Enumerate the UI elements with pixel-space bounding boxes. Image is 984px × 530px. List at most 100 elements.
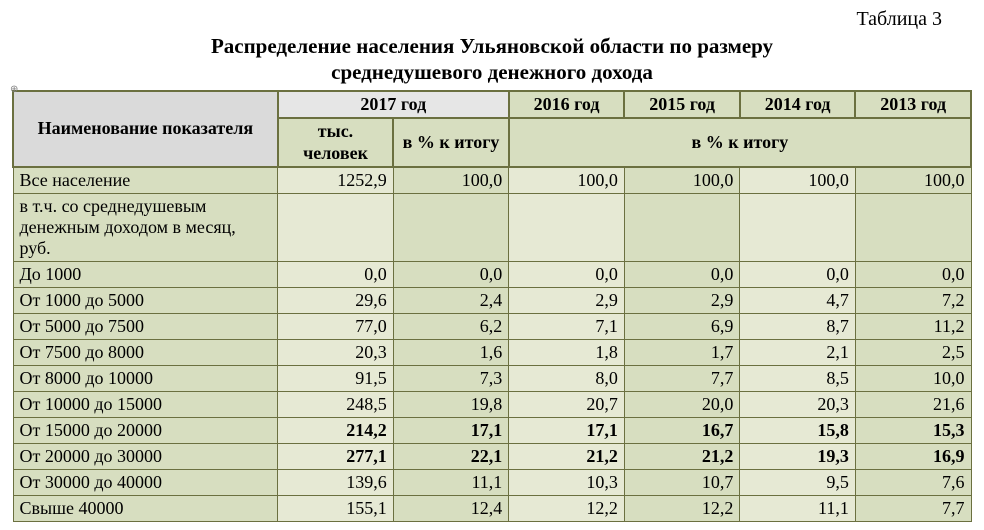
col-header-2014: 2014 год <box>740 91 856 119</box>
row-label: Свыше 40000 <box>13 496 278 522</box>
row-label: От 8000 до 10000 <box>13 366 278 392</box>
cell-value: 8,7 <box>740 314 856 340</box>
cell-value: 1252,9 <box>278 167 394 194</box>
col-subheader-pct: в % к итогу <box>393 118 509 167</box>
cell-value: 17,1 <box>509 418 625 444</box>
cell-value: 100,0 <box>393 167 509 194</box>
cell-value <box>624 194 740 262</box>
table-row: Все население1252,9100,0100,0100,0100,01… <box>13 167 971 194</box>
cell-value: 29,6 <box>278 288 394 314</box>
table-row: До 10000,00,00,00,00,00,0 <box>13 262 971 288</box>
row-label: в т.ч. со среднедушевым денежным доходом… <box>13 194 278 262</box>
table-row: Свыше 40000155,112,412,212,211,17,7 <box>13 496 971 522</box>
cell-value: 7,6 <box>855 470 971 496</box>
cell-value: 214,2 <box>278 418 394 444</box>
table-row: От 7500 до 800020,31,61,81,72,12,5 <box>13 340 971 366</box>
cell-value: 12,2 <box>624 496 740 522</box>
table-caption: Таблица 3 <box>12 8 972 31</box>
cell-value: 277,1 <box>278 444 394 470</box>
title-line-2: среднедушевого денежного дохода <box>331 60 653 84</box>
cell-value: 2,9 <box>624 288 740 314</box>
cell-value: 0,0 <box>855 262 971 288</box>
table-header: Наименование показателя 2017 год 2016 го… <box>13 91 971 168</box>
cell-value: 7,1 <box>509 314 625 340</box>
cell-value: 10,3 <box>509 470 625 496</box>
cell-value: 0,0 <box>740 262 856 288</box>
cell-value: 16,9 <box>855 444 971 470</box>
cell-value: 12,2 <box>509 496 625 522</box>
cell-value: 100,0 <box>624 167 740 194</box>
cell-value: 22,1 <box>393 444 509 470</box>
cell-value: 16,7 <box>624 418 740 444</box>
cell-value: 2,4 <box>393 288 509 314</box>
cell-value: 21,2 <box>509 444 625 470</box>
cell-value: 7,7 <box>855 496 971 522</box>
cell-value: 2,1 <box>740 340 856 366</box>
cell-value <box>393 194 509 262</box>
cell-value: 100,0 <box>509 167 625 194</box>
cell-value: 6,9 <box>624 314 740 340</box>
cell-value: 15,8 <box>740 418 856 444</box>
row-label: От 1000 до 5000 <box>13 288 278 314</box>
table-row: От 8000 до 1000091,57,38,07,78,510,0 <box>13 366 971 392</box>
cell-value: 20,0 <box>624 392 740 418</box>
table-wrap: ⊕ Наименование показателя 2017 год 2016 … <box>12 90 972 523</box>
cell-value <box>855 194 971 262</box>
cell-value: 155,1 <box>278 496 394 522</box>
cell-value: 1,6 <box>393 340 509 366</box>
cell-value: 7,7 <box>624 366 740 392</box>
cell-value: 10,7 <box>624 470 740 496</box>
anchor-icon: ⊕ <box>10 84 18 95</box>
cell-value: 91,5 <box>278 366 394 392</box>
cell-value: 20,7 <box>509 392 625 418</box>
row-label: Все население <box>13 167 278 194</box>
col-header-indicator: Наименование показателя <box>13 91 278 168</box>
cell-value: 248,5 <box>278 392 394 418</box>
cell-value: 1,8 <box>509 340 625 366</box>
cell-value: 0,0 <box>509 262 625 288</box>
cell-value: 11,1 <box>740 496 856 522</box>
income-distribution-table: Наименование показателя 2017 год 2016 го… <box>12 90 972 523</box>
cell-value: 77,0 <box>278 314 394 340</box>
cell-value: 4,7 <box>740 288 856 314</box>
cell-value: 21,6 <box>855 392 971 418</box>
col-header-2013: 2013 год <box>855 91 971 119</box>
table-row: От 20000 до 30000277,122,121,221,219,316… <box>13 444 971 470</box>
cell-value: 20,3 <box>740 392 856 418</box>
table-row: От 5000 до 750077,06,27,16,98,711,2 <box>13 314 971 340</box>
row-label: От 30000 до 40000 <box>13 470 278 496</box>
cell-value: 8,0 <box>509 366 625 392</box>
cell-value: 0,0 <box>624 262 740 288</box>
cell-value: 6,2 <box>393 314 509 340</box>
cell-value: 19,3 <box>740 444 856 470</box>
cell-value: 19,8 <box>393 392 509 418</box>
cell-value: 20,3 <box>278 340 394 366</box>
cell-value: 2,5 <box>855 340 971 366</box>
row-label: От 15000 до 20000 <box>13 418 278 444</box>
col-header-2016: 2016 год <box>509 91 625 119</box>
cell-value: 100,0 <box>740 167 856 194</box>
row-label: От 5000 до 7500 <box>13 314 278 340</box>
cell-value: 8,5 <box>740 366 856 392</box>
cell-value: 0,0 <box>278 262 394 288</box>
table-row: От 1000 до 500029,62,42,92,94,77,2 <box>13 288 971 314</box>
row-label: От 20000 до 30000 <box>13 444 278 470</box>
col-subheader-tys: тыс. человек <box>278 118 394 167</box>
cell-value <box>509 194 625 262</box>
cell-value <box>278 194 394 262</box>
table-body: Все население1252,9100,0100,0100,0100,01… <box>13 167 971 522</box>
col-header-2015: 2015 год <box>624 91 740 119</box>
cell-value: 12,4 <box>393 496 509 522</box>
table-row: От 30000 до 40000139,611,110,310,79,57,6 <box>13 470 971 496</box>
table-title: Распределение населения Ульяновской обла… <box>12 33 972 86</box>
table-row: От 15000 до 20000214,217,117,116,715,815… <box>13 418 971 444</box>
col-header-2017: 2017 год <box>278 91 509 119</box>
page: Таблица 3 Распределение населения Ульяно… <box>0 0 984 530</box>
cell-value: 7,3 <box>393 366 509 392</box>
cell-value: 0,0 <box>393 262 509 288</box>
row-label: От 10000 до 15000 <box>13 392 278 418</box>
cell-value <box>740 194 856 262</box>
cell-value: 9,5 <box>740 470 856 496</box>
cell-value: 17,1 <box>393 418 509 444</box>
col-subheader-pct-total: в % к итогу <box>509 118 971 167</box>
